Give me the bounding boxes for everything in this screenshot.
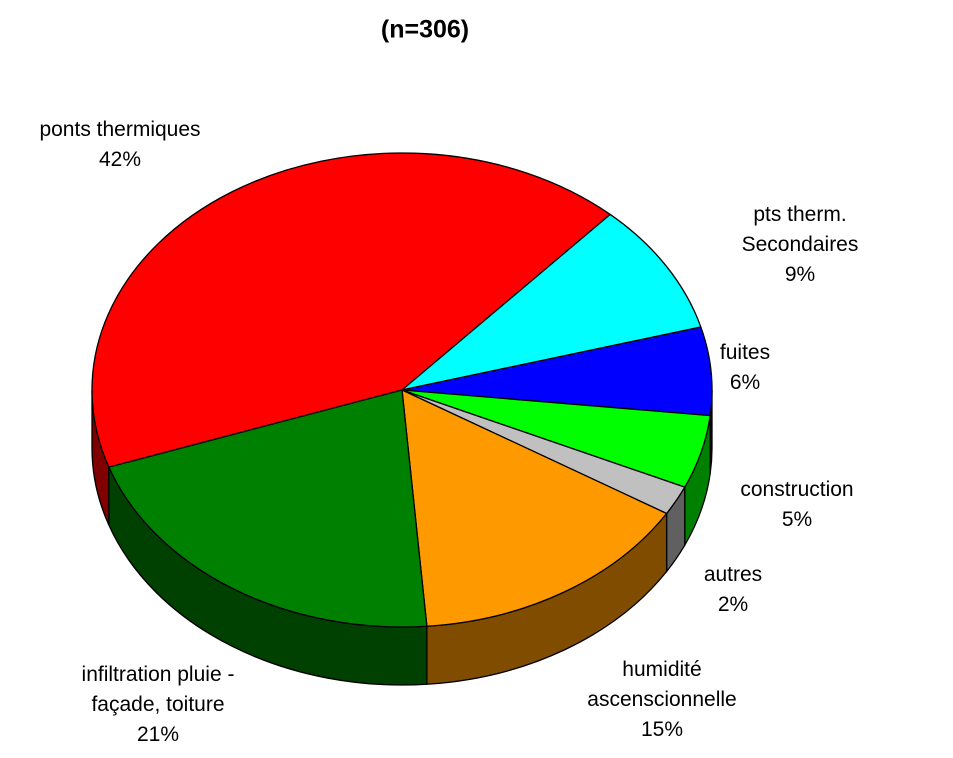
slice bbox=[108, 389, 428, 628]
slice-category: pts therm. Secondaires bbox=[741, 203, 859, 256]
slice-label: infiltration pluie - façade, toiture 21% bbox=[82, 660, 235, 750]
slice-label: construction 5% bbox=[740, 475, 853, 535]
slice-label: pts therm. Secondaires 9% bbox=[724, 200, 877, 290]
slice-label: humidité ascenscionnelle 15% bbox=[587, 655, 736, 745]
slice-category: infiltration pluie - façade, toiture bbox=[81, 663, 235, 716]
slice bbox=[401, 389, 668, 627]
slice-category: autres bbox=[703, 563, 763, 586]
slice bbox=[401, 213, 702, 391]
slice-value-label: 2% bbox=[717, 593, 749, 616]
slice-category: construction bbox=[740, 478, 854, 501]
slice-category: humidité ascenscionnelle bbox=[587, 658, 737, 711]
slice-value-label: 15% bbox=[640, 718, 684, 741]
slice-value-label: 9% bbox=[784, 263, 816, 286]
slice bbox=[91, 152, 611, 468]
slice-value-label: 6% bbox=[729, 371, 761, 394]
chart-title: (n=306) bbox=[380, 15, 470, 44]
slice-value-label: 42% bbox=[98, 148, 142, 171]
slice-category: ponts thermiques bbox=[39, 118, 201, 141]
slice-category: fuites bbox=[719, 341, 771, 364]
slice-label: ponts thermiques 42% bbox=[39, 115, 200, 175]
slice-value-label: 21% bbox=[136, 723, 180, 746]
slice-label: fuites 6% bbox=[720, 338, 770, 398]
slice-value-label: 5% bbox=[781, 508, 813, 531]
slice-label: autres 2% bbox=[704, 560, 762, 620]
